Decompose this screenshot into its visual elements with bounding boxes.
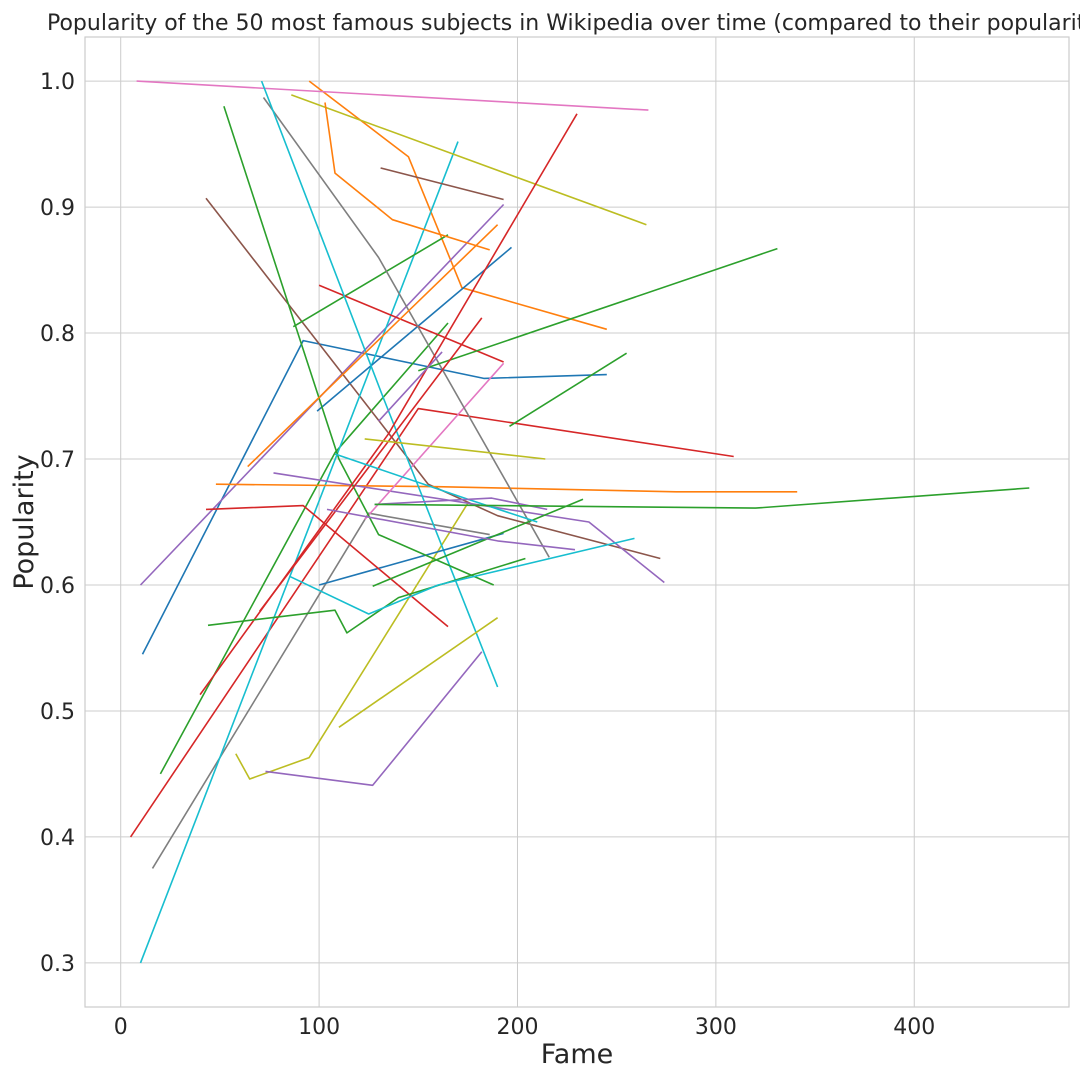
series-line-subject-8 xyxy=(151,512,490,869)
series-line-subject-31 xyxy=(258,317,483,612)
plot-frame xyxy=(84,36,1070,1008)
series-line-subject-11 xyxy=(316,246,513,412)
series-line-subject-13 xyxy=(292,234,449,328)
series-line-subject-22 xyxy=(324,102,490,251)
series-line-subject-33 xyxy=(372,498,584,587)
series-line-subject-27 xyxy=(199,113,578,696)
y-tick-label: 0.7 xyxy=(40,448,75,473)
series-line-subject-21 xyxy=(318,532,504,586)
y-tick-label: 0.9 xyxy=(40,196,75,221)
y-tick-label: 0.8 xyxy=(40,322,75,347)
series-line-subject-34 xyxy=(326,508,576,551)
series-line-subject-26 xyxy=(223,106,495,586)
y-tick-labels: 0.3 0.4 0.5 0.6 0.7 0.8 0.9 1.0 xyxy=(40,70,75,977)
series-line-subject-20 xyxy=(260,80,499,688)
grid xyxy=(85,37,1069,1007)
chart-title: Popularity of the 50 most famous subject… xyxy=(47,11,1080,36)
y-tick-label: 0.5 xyxy=(40,700,75,725)
x-axis-title: Fame xyxy=(541,1039,614,1070)
series-line-subject-28 xyxy=(207,557,526,634)
y-tick-label: 0.3 xyxy=(40,952,75,977)
series-line-subject-24 xyxy=(205,504,449,628)
series-line-subject-14 xyxy=(318,284,504,363)
y-tick-label: 0.6 xyxy=(40,574,75,599)
x-tick-label: 400 xyxy=(893,1015,935,1040)
series-line-subject-39 xyxy=(374,487,1030,509)
x-tick-label: 100 xyxy=(298,1015,340,1040)
series-group xyxy=(129,80,1030,964)
series-line-subject-1 xyxy=(141,339,607,655)
series-line-subject-10 xyxy=(139,141,459,964)
series-line-subject-16 xyxy=(380,167,504,201)
series-line-subject-23 xyxy=(418,247,778,372)
series-line-subject-4 xyxy=(129,407,734,838)
series-line-subject-15 xyxy=(273,472,665,584)
x-tick-label: 300 xyxy=(695,1015,737,1040)
series-line-subject-37 xyxy=(509,352,628,427)
x-tick-label: 200 xyxy=(496,1015,538,1040)
series-line-subject-30 xyxy=(338,617,499,728)
series-line-subject-17 xyxy=(364,362,505,521)
y-axis-title: Popularity xyxy=(9,454,40,589)
y-tick-label: 1.0 xyxy=(40,70,75,95)
series-line-subject-18 xyxy=(262,97,550,558)
series-line-subject-29 xyxy=(247,224,499,468)
x-tick-label: 0 xyxy=(114,1015,128,1040)
series-line-subject-19 xyxy=(291,94,647,226)
y-tick-label: 0.4 xyxy=(40,826,75,851)
series-line-subject-35 xyxy=(364,438,546,460)
series-line-subject-25 xyxy=(265,651,483,787)
series-line-subject-40 xyxy=(378,351,443,422)
series-line-subject-12 xyxy=(215,483,798,493)
series-line-subject-7 xyxy=(136,80,649,111)
series-line-subject-3 xyxy=(159,322,449,775)
series-line-subject-9 xyxy=(235,502,469,780)
x-tick-labels: 0 100 200 300 400 xyxy=(114,1015,936,1040)
series-line-subject-32 xyxy=(288,537,635,615)
